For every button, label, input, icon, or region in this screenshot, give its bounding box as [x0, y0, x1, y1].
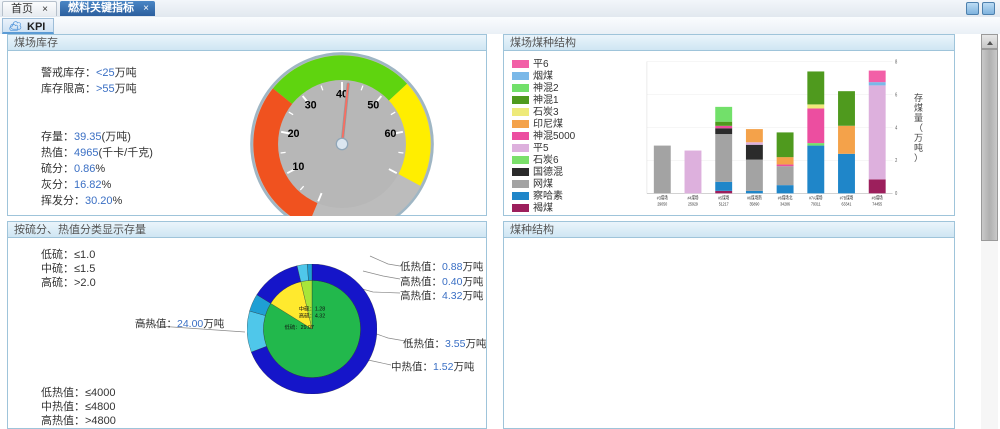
- svg-text:2: 2: [895, 158, 897, 165]
- svg-text:20: 20: [288, 128, 300, 140]
- svg-text:25929: 25929: [688, 201, 698, 207]
- svg-text:0: 0: [895, 191, 897, 198]
- svg-text:50: 50: [367, 100, 379, 112]
- svg-text:6: 6: [895, 92, 897, 99]
- svg-text:74455: 74455: [872, 201, 882, 207]
- svg-text:4: 4: [895, 125, 897, 132]
- svg-text:10: 10: [292, 161, 304, 173]
- svg-text:30: 30: [305, 100, 317, 112]
- svg-text:34286: 34286: [780, 201, 790, 207]
- svg-text:79311: 79311: [811, 201, 821, 207]
- svg-text:35890: 35890: [749, 201, 759, 207]
- svg-text:63341: 63341: [842, 201, 852, 207]
- svg-text:29050: 29050: [657, 201, 667, 207]
- svg-text:51217: 51217: [719, 201, 729, 207]
- svg-text:60: 60: [384, 128, 396, 140]
- svg-text:8: 8: [895, 59, 897, 66]
